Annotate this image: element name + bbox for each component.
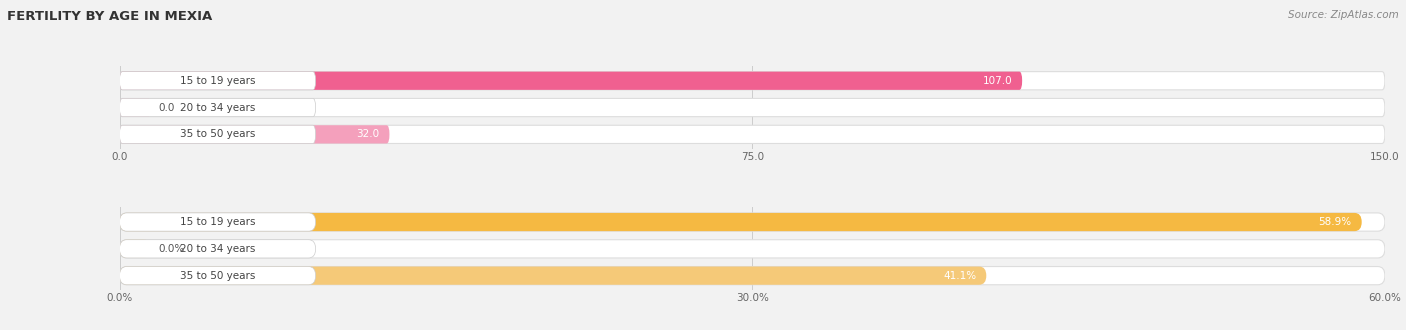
- FancyBboxPatch shape: [120, 267, 1385, 285]
- Text: 58.9%: 58.9%: [1319, 217, 1351, 227]
- FancyBboxPatch shape: [120, 125, 316, 144]
- FancyBboxPatch shape: [120, 125, 389, 144]
- Text: 15 to 19 years: 15 to 19 years: [180, 217, 256, 227]
- FancyBboxPatch shape: [120, 213, 315, 231]
- FancyBboxPatch shape: [120, 72, 1385, 90]
- FancyBboxPatch shape: [120, 267, 987, 285]
- Text: 32.0: 32.0: [356, 129, 380, 139]
- Text: 107.0: 107.0: [983, 76, 1012, 86]
- Text: 35 to 50 years: 35 to 50 years: [180, 129, 256, 139]
- Text: 20 to 34 years: 20 to 34 years: [180, 244, 256, 254]
- Text: 15 to 19 years: 15 to 19 years: [180, 76, 256, 86]
- FancyBboxPatch shape: [120, 240, 315, 258]
- FancyBboxPatch shape: [120, 98, 152, 117]
- Text: 20 to 34 years: 20 to 34 years: [180, 103, 256, 113]
- Text: 0.0%: 0.0%: [159, 244, 186, 254]
- Text: 35 to 50 years: 35 to 50 years: [180, 271, 256, 280]
- Text: FERTILITY BY AGE IN MEXIA: FERTILITY BY AGE IN MEXIA: [7, 10, 212, 23]
- Text: Source: ZipAtlas.com: Source: ZipAtlas.com: [1288, 10, 1399, 20]
- FancyBboxPatch shape: [120, 98, 1385, 117]
- Text: 0.0: 0.0: [159, 103, 176, 113]
- FancyBboxPatch shape: [120, 213, 1361, 231]
- FancyBboxPatch shape: [120, 267, 315, 285]
- FancyBboxPatch shape: [120, 240, 152, 258]
- FancyBboxPatch shape: [120, 72, 316, 90]
- FancyBboxPatch shape: [120, 213, 1385, 231]
- FancyBboxPatch shape: [120, 125, 1385, 144]
- FancyBboxPatch shape: [120, 240, 1385, 258]
- Text: 41.1%: 41.1%: [943, 271, 976, 280]
- FancyBboxPatch shape: [120, 98, 316, 117]
- FancyBboxPatch shape: [120, 72, 1022, 90]
